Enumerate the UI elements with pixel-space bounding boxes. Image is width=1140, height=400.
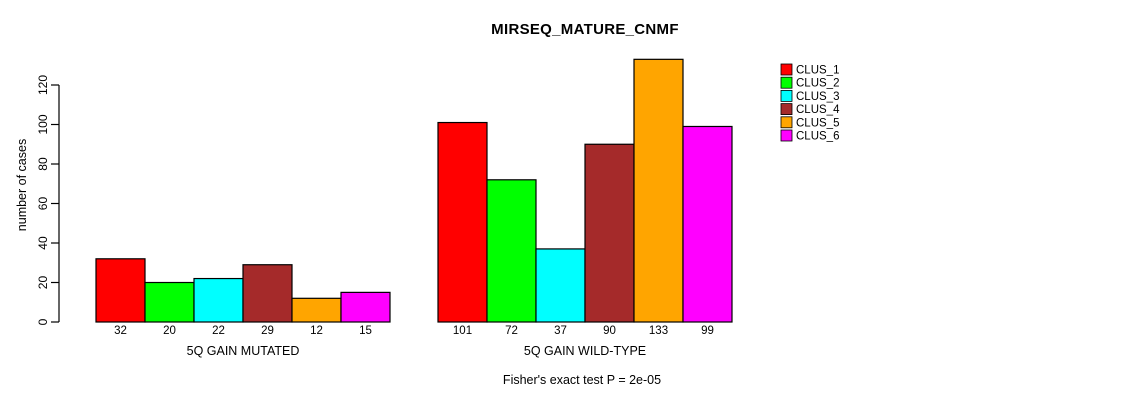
legend-label-clus-5: CLUS_5 — [796, 117, 839, 129]
group-label-5q-gain-mutated: 5Q GAIN MUTATED — [187, 344, 300, 358]
bar-clus-6-5q-gain-wild-type — [682, 125, 733, 323]
y-tick-label: 100 — [36, 114, 50, 134]
y-tick-label: 80 — [36, 157, 50, 171]
legend-swatch-clus-6 — [780, 129, 793, 142]
bar-clus-5-5q-gain-wild-type — [633, 58, 684, 323]
bar-clus-1-5q-gain-wild-type — [437, 121, 488, 323]
bar-clus-4-5q-gain-mutated — [242, 264, 293, 323]
y-axis-label: number of cases — [15, 138, 29, 232]
bar-value-label-clus-4-5q-gain-wild-type: 90 — [603, 325, 616, 337]
bar-clus-1-5q-gain-mutated — [95, 258, 146, 323]
chart-title: MIRSEQ_MATURE_CNMF — [491, 21, 679, 38]
bar-clus-3-5q-gain-mutated — [193, 277, 244, 323]
bar-clus-3-5q-gain-wild-type — [535, 248, 586, 323]
legend-swatch-clus-3 — [780, 90, 793, 102]
bar-value-label-clus-5-5q-gain-wild-type: 133 — [649, 325, 668, 337]
legend-label-clus-3: CLUS_3 — [796, 91, 839, 103]
bar-value-label-clus-3-5q-gain-wild-type: 37 — [554, 325, 567, 337]
legend-swatch-clus-1 — [780, 63, 793, 76]
legend-label-clus-1: CLUS_1 — [796, 65, 839, 77]
bar-value-label-clus-1-5q-gain-wild-type: 101 — [453, 325, 472, 337]
legend-label-clus-2: CLUS_2 — [796, 78, 839, 90]
bar-clus-5-5q-gain-mutated — [291, 297, 342, 323]
y-tick-label: 120 — [36, 75, 50, 95]
bar-clus-2-5q-gain-wild-type — [486, 179, 537, 323]
legend-swatch-clus-5 — [780, 116, 793, 129]
bar-clus-4-5q-gain-wild-type — [584, 143, 635, 323]
legend-swatch-clus-2 — [780, 76, 793, 89]
bar-value-label-clus-6-5q-gain-mutated: 15 — [359, 325, 372, 337]
bar-value-label-clus-5-5q-gain-mutated: 12 — [310, 325, 323, 337]
y-tick-label: 60 — [36, 197, 50, 211]
y-tick-label: 0 — [36, 318, 50, 325]
legend-swatch-clus-4 — [780, 103, 793, 115]
bar-value-label-clus-3-5q-gain-mutated: 22 — [212, 325, 225, 337]
y-tick-label: 20 — [36, 276, 50, 290]
y-tick-label: 40 — [36, 236, 50, 250]
bar-value-label-clus-6-5q-gain-wild-type: 99 — [701, 325, 714, 337]
bar-clus-2-5q-gain-mutated — [144, 281, 195, 323]
bar-value-label-clus-4-5q-gain-mutated: 29 — [261, 325, 274, 337]
fisher-test-annotation: Fisher's exact test P = 2e-05 — [502, 373, 662, 387]
group-label-5q-gain-wild-type: 5Q GAIN WILD-TYPE — [524, 344, 646, 358]
bar-value-label-clus-2-5q-gain-mutated: 20 — [163, 325, 176, 337]
legend-label-clus-6: CLUS_6 — [796, 131, 839, 143]
bar-value-label-clus-2-5q-gain-wild-type: 72 — [505, 325, 518, 337]
bar-clus-6-5q-gain-mutated — [340, 291, 391, 323]
bar-value-label-clus-1-5q-gain-mutated: 32 — [114, 325, 127, 337]
legend-label-clus-4: CLUS_4 — [796, 104, 840, 116]
